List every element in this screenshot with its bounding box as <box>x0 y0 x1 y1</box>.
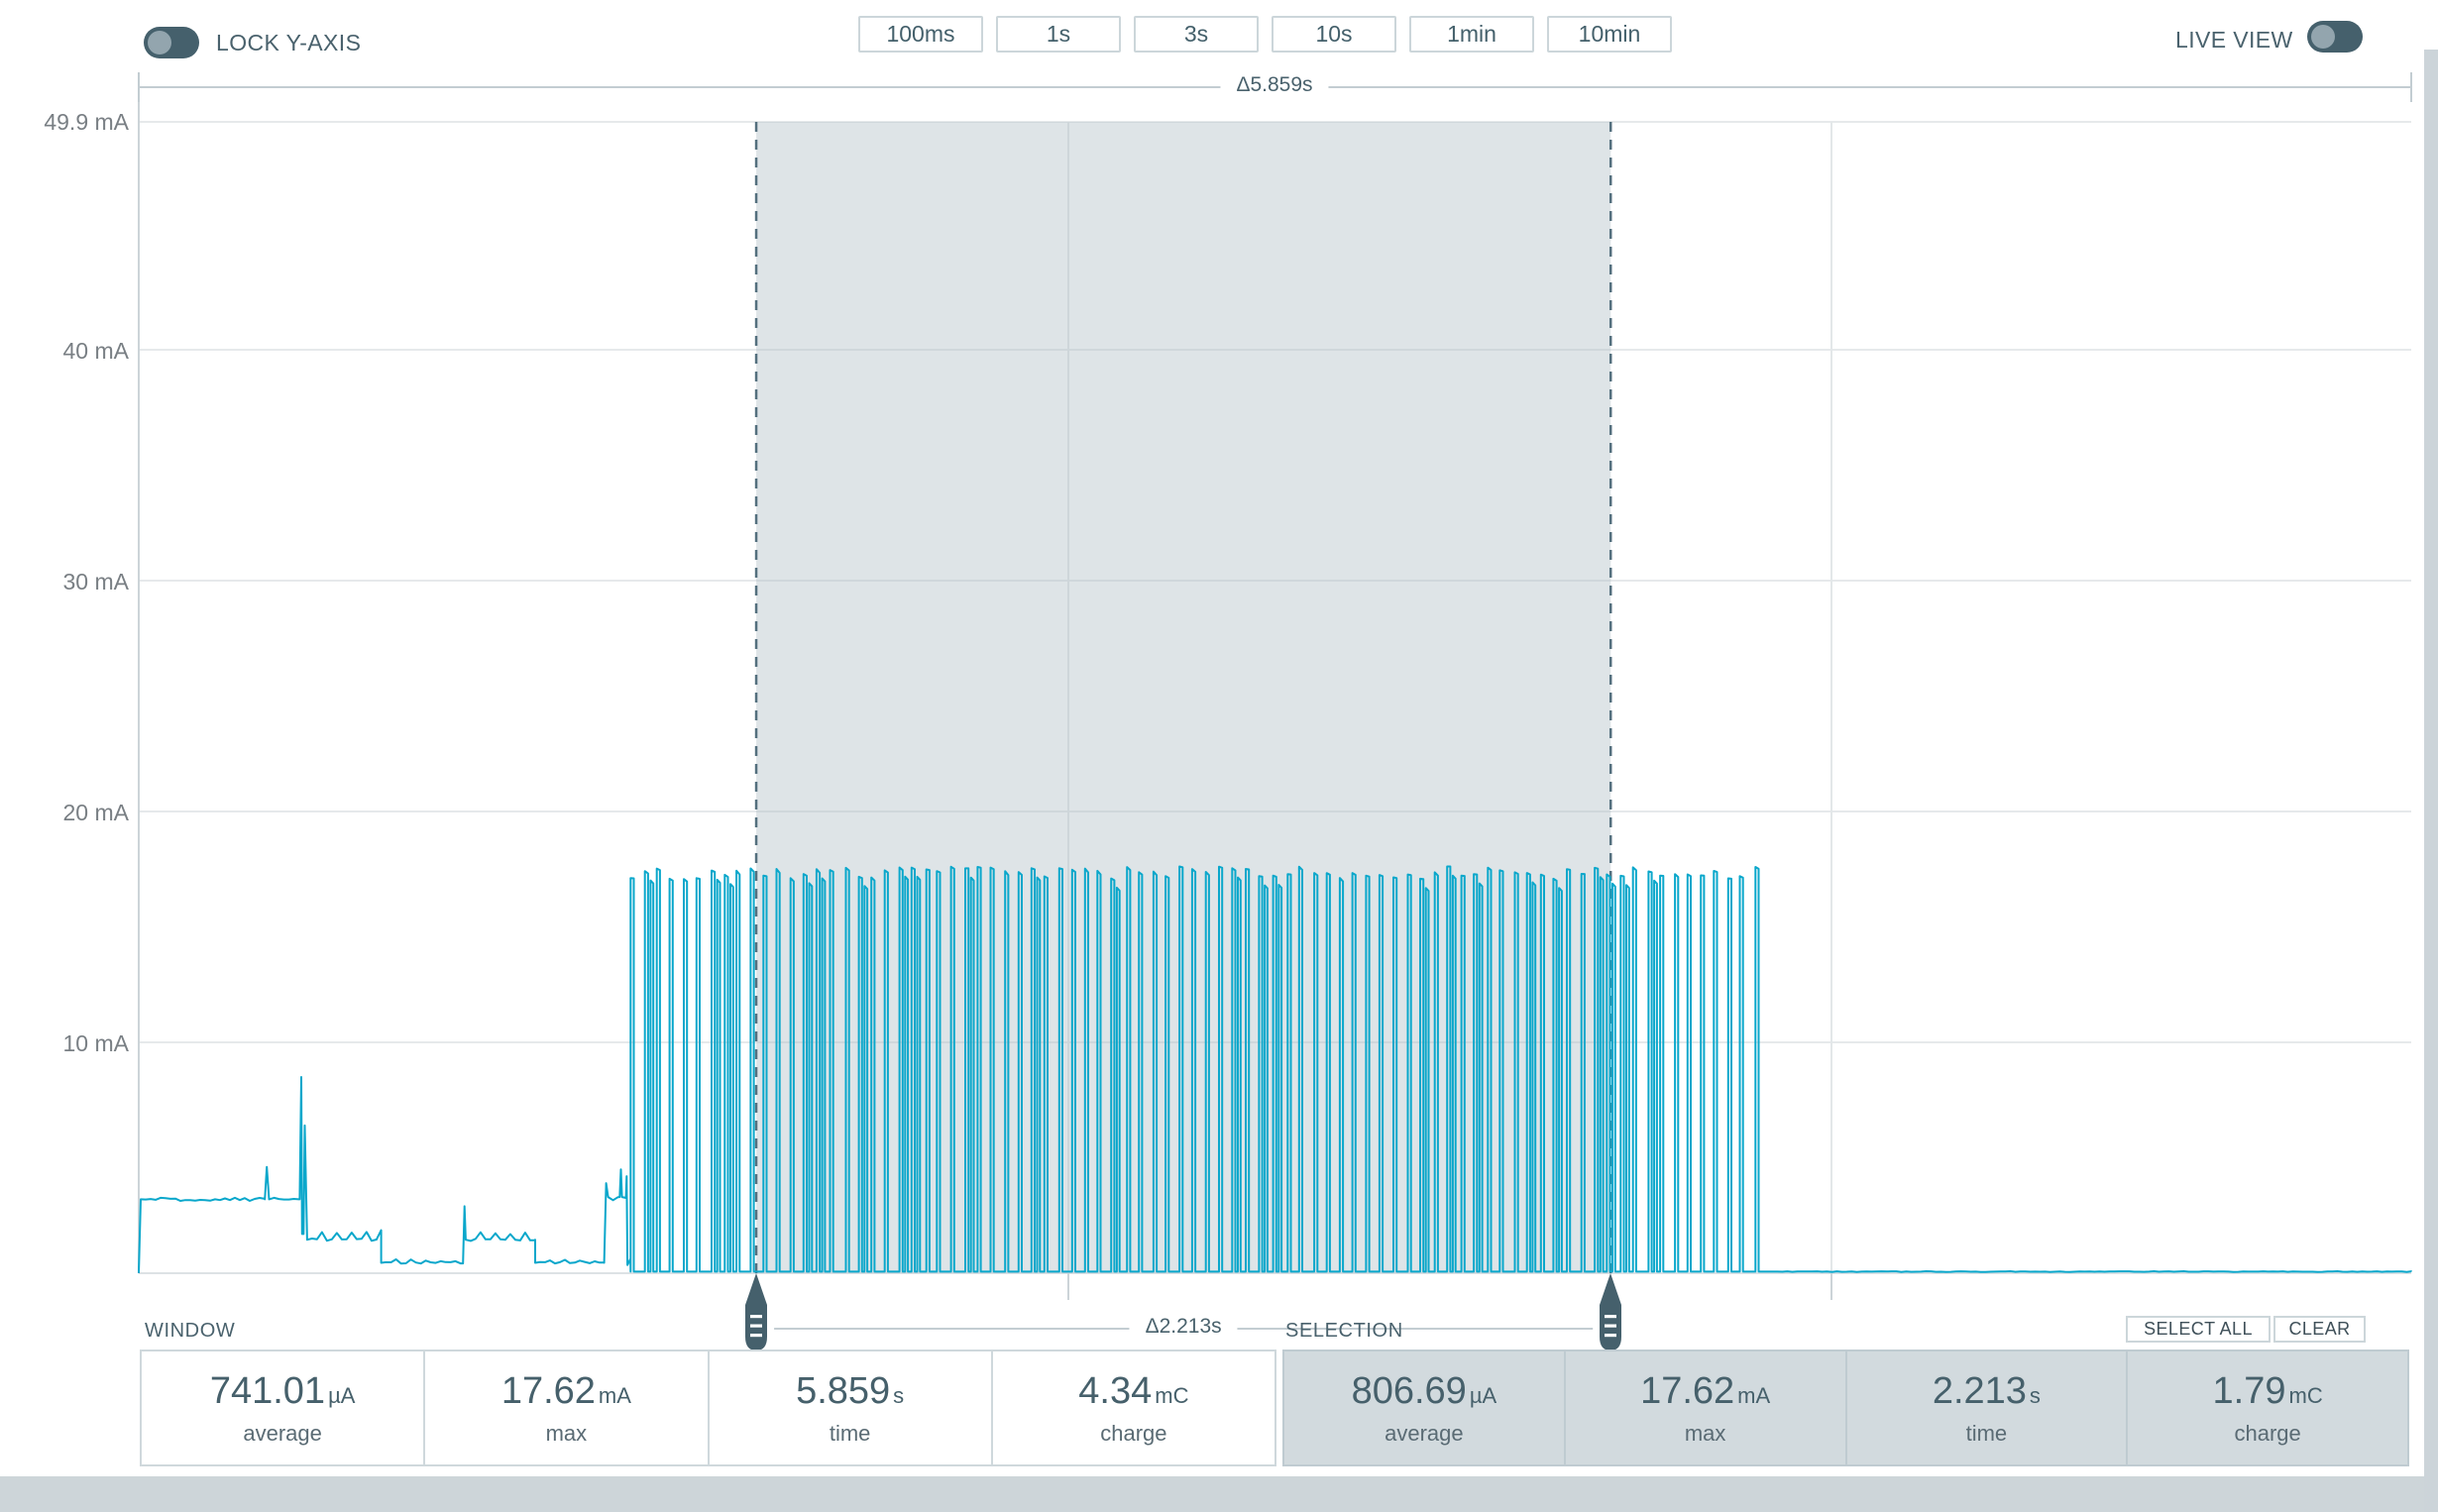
window-charge-stat: 4.34 mC charge <box>990 1351 1274 1464</box>
stat-value: 5.859 <box>796 1369 891 1412</box>
window-stats-panel: 741.01 µA average 17.62 mA max 5.859 s time… <box>140 1350 1276 1466</box>
stat-unit: mA <box>598 1382 631 1408</box>
stat-value: 17.62 <box>500 1369 596 1412</box>
lock-y-axis-label: LOCK Y-AXIS <box>216 30 362 55</box>
selection-handle-right[interactable] <box>1600 1273 1621 1350</box>
stat-value: 741.01 <box>209 1369 326 1412</box>
stat-unit: s <box>893 1382 905 1408</box>
y-axis-tick-20mA: 20 mA <box>62 800 129 825</box>
time-window-button-10min[interactable]: 10min <box>1547 16 1672 53</box>
vertical-scrollbar[interactable] <box>2424 50 2438 1512</box>
selection-average-stat: 806.69 µA average <box>1284 1351 1564 1464</box>
stat-unit: mA <box>1737 1382 1771 1408</box>
stat-unit: mC <box>2288 1382 2323 1408</box>
selection-max-stat: 17.62 mA max <box>1563 1351 1845 1464</box>
time-window-button-1s[interactable]: 1s <box>996 16 1121 53</box>
horizontal-gridlines <box>139 121 2411 1274</box>
toggle-knob-icon <box>148 31 171 54</box>
window-delta-label: Δ5.859s <box>1220 73 1329 97</box>
y-axis-tick-30mA: 30 mA <box>62 569 129 594</box>
bottom-bar <box>0 1476 2438 1512</box>
stat-value: 806.69 <box>1351 1369 1467 1412</box>
stat-unit: mC <box>1155 1382 1189 1408</box>
stat-label: max <box>1684 1420 1726 1446</box>
lock-y-axis-toggle[interactable] <box>144 27 199 58</box>
stat-label: time <box>1965 1420 2008 1446</box>
y-axis-tick-40mA: 40 mA <box>62 338 129 364</box>
select-all-button[interactable]: SELECT ALL <box>2126 1316 2271 1343</box>
live-view-toggle[interactable] <box>2307 21 2363 53</box>
time-window-button-100ms[interactable]: 100ms <box>858 16 983 53</box>
toggle-knob-icon <box>2311 25 2335 49</box>
time-window-button-3s[interactable]: 3s <box>1134 16 1259 53</box>
window-average-stat: 741.01 µA average <box>142 1351 423 1464</box>
stat-label: charge <box>2234 1420 2301 1446</box>
y-axis-tick-10mA: 10 mA <box>62 1030 129 1056</box>
selection-panel-title: SELECTION <box>1285 1320 1403 1342</box>
y-axis-tick-49.9mA: 49.9 mA <box>44 109 129 135</box>
stat-label: charge <box>1100 1420 1167 1446</box>
stat-label: average <box>243 1420 322 1446</box>
window-time-stat: 5.859 s time <box>707 1351 991 1464</box>
time-window-button-10s[interactable]: 10s <box>1272 16 1396 53</box>
current-waveform <box>138 865 2412 1274</box>
stat-label: average <box>1385 1420 1464 1446</box>
stat-label: max <box>545 1420 588 1446</box>
stat-unit: s <box>2029 1382 2041 1408</box>
stat-value: 2.213 <box>1932 1369 2027 1412</box>
window-max-stat: 17.62 mA max <box>423 1351 707 1464</box>
time-window-button-1min[interactable]: 1min <box>1409 16 1534 53</box>
stat-value: 17.62 <box>1640 1369 1735 1412</box>
selection-stats-panel: 806.69 µA average 17.62 mA max 2.213 s time… <box>1282 1350 2409 1466</box>
time-window-button-row: 100ms 1s 3s 10s 1min 10min <box>858 16 1672 53</box>
stat-value: 1.79 <box>2212 1369 2286 1412</box>
selection-charge-stat: 1.79 mC charge <box>2126 1351 2407 1464</box>
live-view-label: LIVE VIEW <box>2175 27 2293 53</box>
stat-unit: µA <box>1469 1382 1497 1408</box>
stat-label: time <box>829 1420 871 1446</box>
selection-delta-label: Δ2.213s <box>1129 1315 1238 1339</box>
selection-handle-left[interactable] <box>745 1273 767 1350</box>
clear-button[interactable]: CLEAR <box>2273 1316 2366 1343</box>
window-panel-title: WINDOW <box>145 1320 236 1342</box>
vertical-gridlines <box>1067 122 1832 1300</box>
stat-value: 4.34 <box>1078 1369 1153 1412</box>
selection-time-stat: 2.213 s time <box>1844 1351 2127 1464</box>
stat-unit: µA <box>328 1382 356 1408</box>
